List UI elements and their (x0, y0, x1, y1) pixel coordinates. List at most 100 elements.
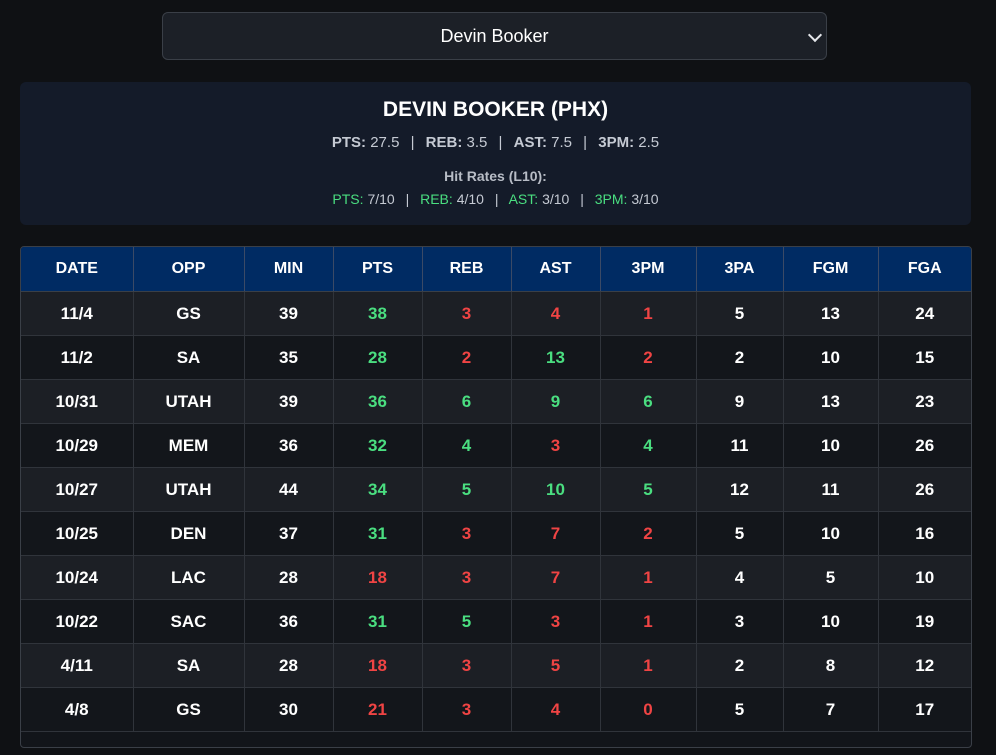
cell-fga: 12 (878, 643, 971, 688)
avg-pts-value: 27.5 (370, 134, 400, 151)
cell-3pa: 4 (696, 555, 784, 600)
cell-pts: 32 (333, 423, 423, 468)
column-header-fgm[interactable]: FGM (783, 247, 879, 292)
cell-fgm: 5 (783, 555, 879, 600)
column-header-3pa[interactable]: 3PA (696, 247, 784, 292)
cell-3pa: 5 (696, 687, 784, 732)
cell-fga: 19 (878, 599, 971, 644)
cell-min: 35 (244, 335, 334, 380)
player-select[interactable]: Devin Booker (162, 12, 827, 60)
cell-reb: 3 (422, 643, 512, 688)
cell-date: 4/11 (21, 643, 134, 688)
cell-date: 10/29 (21, 423, 134, 468)
player-summary-card: DEVIN BOOKER (PHX) PTS: 27.5 | REB: 3.5 … (20, 82, 971, 225)
cell-pts: 18 (333, 643, 423, 688)
cell-fgm: 10 (783, 335, 879, 380)
cell-date: 4/8 (21, 687, 134, 732)
cell-fgm: 13 (783, 379, 879, 424)
cell-fga: 26 (878, 467, 971, 512)
cell-fga: 10 (878, 555, 971, 600)
table-row: 10/25 DEN 37 31 3 7 2 5 10 16 (21, 511, 971, 556)
cell-ast: 9 (511, 379, 601, 424)
cell-date: 10/25 (21, 511, 134, 556)
cell-date: 10/31 (21, 379, 134, 424)
cell-3pm: 2 (600, 511, 697, 556)
averages-line: PTS: 27.5 | REB: 3.5 | AST: 7.5 | 3PM: 2… (20, 134, 971, 151)
hit-pts-value: 7/10 (367, 191, 395, 207)
table-row: 10/22 SAC 36 31 5 3 1 3 10 19 (21, 599, 971, 644)
cell-min: 28 (244, 643, 334, 688)
column-header-min[interactable]: MIN (244, 247, 334, 292)
cell-date: 11/2 (21, 335, 134, 380)
hit-rates-heading: Hit Rates (L10): (444, 168, 547, 184)
cell-3pm: 4 (600, 423, 697, 468)
table-row: 10/27 UTAH 44 34 5 10 5 12 11 26 (21, 467, 971, 512)
cell-3pa: 2 (696, 335, 784, 380)
separator: | (494, 191, 499, 207)
cell-reb: 3 (422, 291, 512, 336)
cell-3pa: 9 (696, 379, 784, 424)
separator: | (405, 191, 410, 207)
cell-fga: 26 (878, 423, 971, 468)
avg-ast-value: 7.5 (551, 134, 572, 151)
cell-opp: SA (133, 335, 245, 380)
hit-pts-label: PTS: (332, 191, 364, 207)
cell-reb: 3 (422, 555, 512, 600)
cell-min: 37 (244, 511, 334, 556)
cell-date: 10/24 (21, 555, 134, 600)
game-log-table-container[interactable]: DATE OPP MIN PTS REB AST 3PM 3PA FGM FGA 11/4 GS 39… (20, 246, 972, 748)
game-log-table: DATE OPP MIN PTS REB AST 3PM 3PA FGM FGA 11/4 GS 39… (21, 247, 971, 732)
cell-ast: 4 (511, 687, 601, 732)
cell-fga: 24 (878, 291, 971, 336)
cell-3pm: 1 (600, 599, 697, 644)
cell-ast: 7 (511, 511, 601, 556)
separator: | (583, 134, 588, 151)
avg-ast-label: AST: (513, 134, 547, 151)
cell-min: 39 (244, 291, 334, 336)
column-header-fga[interactable]: FGA (878, 247, 971, 292)
cell-reb: 2 (422, 335, 512, 380)
column-header-date[interactable]: DATE (21, 247, 134, 292)
cell-pts: 21 (333, 687, 423, 732)
table-header-row: DATE OPP MIN PTS REB AST 3PM 3PA FGM FGA (21, 247, 971, 292)
player-select-value: Devin Booker (440, 25, 549, 46)
cell-fgm: 10 (783, 511, 879, 556)
column-header-reb[interactable]: REB (422, 247, 512, 292)
cell-3pm: 1 (600, 643, 697, 688)
cell-min: 36 (244, 423, 334, 468)
hit-rates-line: PTS: 7/10 | REB: 4/10 | AST: 3/10 | 3PM:… (20, 191, 971, 207)
player-title: DEVIN BOOKER (PHX) (382, 98, 609, 121)
cell-fgm: 10 (783, 599, 879, 644)
table-row: 11/4 GS 39 38 3 4 1 5 13 24 (21, 291, 971, 336)
cell-opp: UTAH (133, 467, 245, 512)
cell-reb: 6 (422, 379, 512, 424)
cell-opp: LAC (133, 555, 245, 600)
cell-fga: 17 (878, 687, 971, 732)
column-header-opp[interactable]: OPP (133, 247, 245, 292)
column-header-3pm[interactable]: 3PM (600, 247, 697, 292)
cell-pts: 28 (333, 335, 423, 380)
chevron-down-icon (807, 27, 823, 43)
table-row: 4/11 SA 28 18 3 5 1 2 8 12 (21, 643, 971, 688)
table-row: 10/24 LAC 28 18 3 7 1 4 5 10 (21, 555, 971, 600)
cell-ast: 3 (511, 423, 601, 468)
separator: | (410, 134, 415, 151)
cell-3pm: 6 (600, 379, 697, 424)
table-row: 11/2 SA 35 28 2 13 2 2 10 15 (21, 335, 971, 380)
cell-reb: 4 (422, 423, 512, 468)
table-body: 11/4 GS 39 38 3 4 1 5 13 24 11/2 SA 35 28 2 13 2 2 10 15 10/… (21, 291, 971, 732)
cell-reb: 3 (422, 511, 512, 556)
table-row: 4/8 GS 30 21 3 4 0 5 7 17 (21, 687, 971, 732)
column-header-pts[interactable]: PTS (333, 247, 423, 292)
cell-pts: 38 (333, 291, 423, 336)
table-row: 10/31 UTAH 39 36 6 9 6 9 13 23 (21, 379, 971, 424)
cell-min: 39 (244, 379, 334, 424)
cell-reb: 5 (422, 467, 512, 512)
cell-pts: 36 (333, 379, 423, 424)
cell-3pa: 5 (696, 511, 784, 556)
cell-reb: 5 (422, 599, 512, 644)
column-header-ast[interactable]: AST (511, 247, 601, 292)
separator: | (580, 191, 584, 207)
separator: | (498, 134, 503, 151)
